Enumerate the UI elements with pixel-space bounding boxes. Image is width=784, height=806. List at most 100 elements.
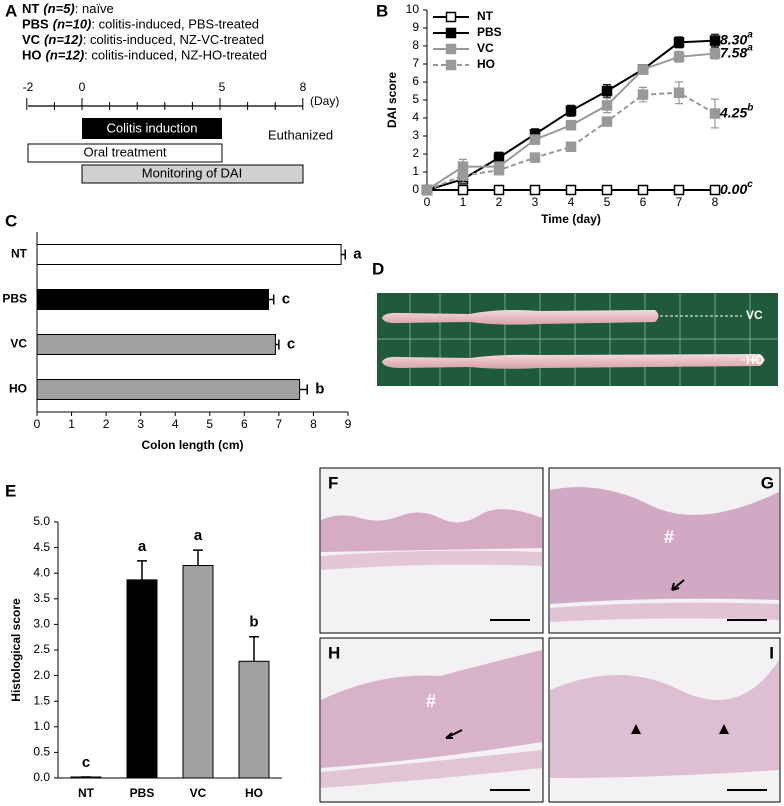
group-description: VC (n=12): colitis-induced, NZ-VC-treated (22, 32, 264, 47)
y-tick-label: 2.5 (33, 642, 50, 656)
day-unit: (Day) (310, 94, 339, 108)
data-point (565, 184, 577, 196)
day-label: 5 (219, 80, 226, 94)
significance-letter: a (747, 30, 753, 41)
end-value: 8.30 (720, 31, 747, 47)
bar (238, 660, 270, 779)
data-point (673, 37, 685, 48)
category-label: VC (10, 337, 27, 351)
legend-label: VC (477, 41, 494, 55)
group-size: (n=12) (46, 48, 85, 63)
significance-letter: b (249, 614, 258, 631)
day-label: 8 (300, 80, 307, 94)
x-tick-label: 8 (310, 417, 317, 431)
data-point (673, 51, 685, 63)
y-tick-label: 3.0 (33, 617, 50, 631)
data-point (601, 100, 613, 111)
group-size: (n=12) (44, 32, 83, 47)
category-label: PBS (130, 786, 155, 800)
day-label: -2 (23, 80, 34, 94)
end-label: 4.25b (719, 103, 753, 121)
x-tick-label: 5 (604, 195, 611, 209)
x-tick-label: 1 (68, 417, 75, 431)
group-size: (n=5) (43, 1, 74, 16)
y-tick-label: 4.0 (33, 565, 50, 579)
colon-photo: VC HO (377, 293, 778, 386)
y-tick-label: 1.0 (33, 719, 50, 733)
y-tick-label: 10 (406, 2, 420, 16)
y-tick-label: 3 (412, 128, 419, 142)
y-tick-label: 4.5 (33, 540, 50, 554)
group-treatment: : naïve (75, 1, 114, 16)
colon (382, 354, 764, 369)
x-axis-label: Time (day) (541, 212, 601, 226)
data-point (601, 116, 613, 127)
end-label: 0.00c (720, 179, 753, 197)
y-tick-label: 4 (412, 110, 419, 124)
timeline: Colitis induction Oral treatment Monitor… (23, 80, 339, 184)
data-point (709, 48, 721, 59)
bar (126, 579, 158, 779)
bar (36, 379, 301, 400)
lesion-mark: # (664, 527, 674, 547)
significance-letter: c (82, 754, 90, 771)
end-value: 7.58 (720, 44, 747, 60)
category-label: NT (11, 247, 28, 261)
y-tick-label: 8 (412, 38, 419, 52)
end-label: 7.58a (720, 43, 753, 61)
panel-label: H (328, 643, 340, 662)
x-axis-label: Colon length (cm) (142, 438, 244, 452)
significance-letter: a (138, 538, 147, 555)
data-point (565, 105, 577, 117)
panel-label: F (328, 473, 338, 492)
histology: F G H I # # (319, 467, 781, 803)
data-point (529, 152, 541, 163)
data-point (637, 184, 649, 196)
y-tick-label: 0.5 (33, 745, 50, 759)
category-label: PBS (2, 292, 27, 306)
y-tick-label: 1 (412, 164, 419, 178)
legend-marker (445, 59, 457, 71)
x-tick-label: 4 (568, 195, 575, 209)
sample-label: VC (746, 308, 763, 322)
significance-letter: b (315, 380, 324, 397)
significance-letter: c (747, 179, 753, 190)
y-axis-label: DAI score (385, 72, 399, 128)
group-name: NT (22, 1, 39, 16)
y-tick-label: 2 (412, 146, 419, 160)
end-label: Euthanized (268, 127, 333, 142)
bar (36, 334, 276, 355)
data-point (493, 164, 505, 176)
data-point (457, 170, 469, 181)
data-point (565, 119, 577, 131)
x-tick-label: 7 (276, 417, 283, 431)
bar (182, 565, 214, 779)
bar (36, 244, 342, 265)
data-point (493, 152, 505, 163)
significance-letter: a (353, 245, 362, 262)
y-tick-label: 0 (412, 182, 419, 196)
group-name: HO (22, 48, 42, 63)
group-treatment: : colitis-induced, NZ-VC-treated (83, 32, 264, 47)
legend-label: NT (477, 9, 494, 23)
error-bar (249, 635, 259, 662)
x-tick-label: 2 (496, 195, 503, 209)
lesion-mark: # (426, 691, 436, 711)
significance-letter: a (747, 43, 753, 54)
data-point (673, 184, 685, 196)
data-point (565, 141, 577, 153)
end-value: 0.00 (720, 181, 747, 197)
panel-label: I (769, 643, 774, 662)
y-tick-label: 5 (412, 92, 419, 106)
x-tick-label: 6 (241, 417, 248, 431)
data-point (637, 89, 649, 100)
panel-label: D (372, 259, 384, 278)
data-point (709, 184, 721, 196)
group-description: PBS (n=10): colitis-induced, PBS-treated (22, 17, 259, 32)
x-tick-label: 3 (532, 195, 539, 209)
y-axis-label: Histological score (9, 598, 23, 702)
x-tick-label: 9 (345, 417, 352, 431)
panel-label: E (5, 481, 16, 500)
colon (382, 310, 659, 325)
